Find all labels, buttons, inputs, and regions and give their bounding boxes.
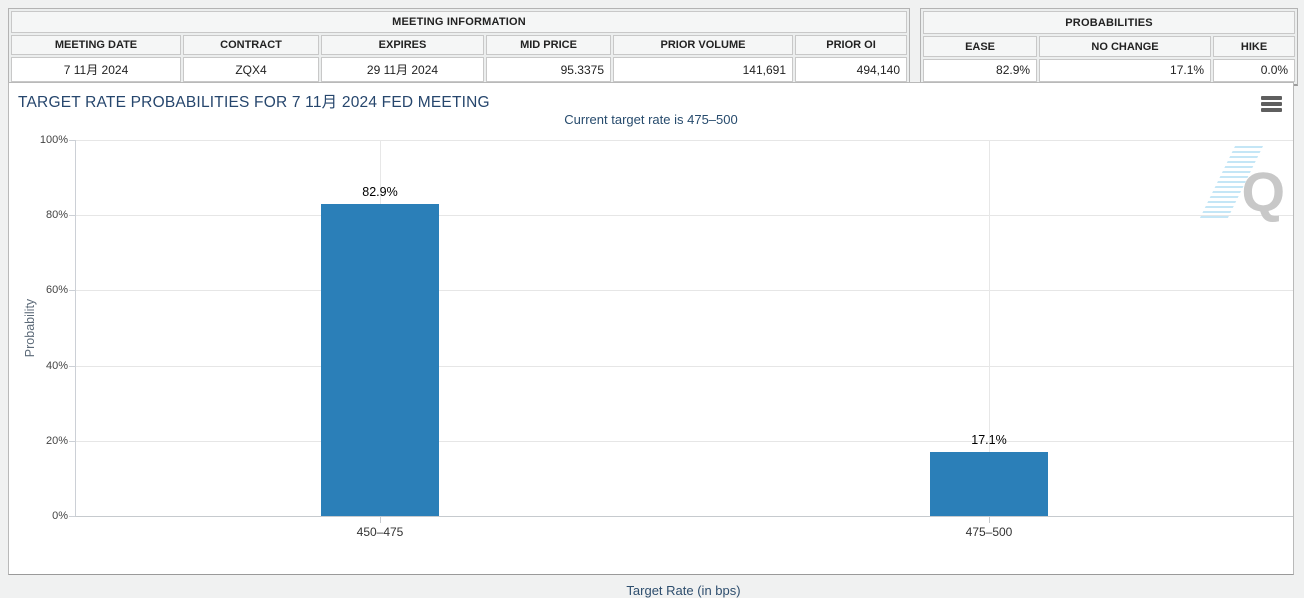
prior-oi-value: 494,140 (795, 57, 908, 82)
y-axis-tick-label: 100% (39, 134, 68, 146)
y-gridline (76, 365, 1293, 367)
y-axis-tick-label: 20% (45, 434, 68, 447)
quikstrike-q-icon: Q (1241, 160, 1285, 223)
probabilities-table: PROBABILITIES EASE NO CHANGE HIKE 82.9% … (920, 8, 1299, 86)
contract-value: ZQX4 (183, 57, 319, 82)
y-gridline (76, 140, 1293, 141)
chart-context-menu-button[interactable] (1261, 96, 1282, 112)
target-rate-probabilities-chart: TARGET RATE PROBABILITIES FOR 7 11月 2024… (8, 82, 1294, 598)
mid-price-value: 95.3375 (486, 57, 611, 82)
probabilities-title: PROBABILITIES (923, 11, 1296, 35)
table-header-row: EASE NO CHANGE HIKE (923, 36, 1296, 57)
x-axis-category-label: 450–475 (356, 525, 404, 539)
x-axis-title: Target Rate (in bps) (626, 583, 741, 598)
bar-value-label: 82.9% (362, 185, 398, 200)
y-gridline (76, 215, 1293, 217)
y-gridline (76, 290, 1293, 292)
top-tables: MEETING INFORMATION MEETING DATE CONTRAC… (8, 8, 1299, 86)
probability-bar[interactable] (930, 451, 1048, 516)
expires-value: 29 11月 2024 (321, 57, 484, 82)
x-gridline (989, 140, 990, 516)
hamburger-icon (1261, 108, 1282, 112)
chart-title: TARGET RATE PROBABILITIES FOR 7 11月 2024… (18, 94, 490, 111)
y-gridline (76, 440, 1293, 442)
y-axis-tick-label: 80% (45, 209, 68, 222)
y-axis-tick (69, 215, 75, 217)
bar-value-label: 17.1% (971, 432, 1007, 447)
table-header-row: MEETING DATE CONTRACT EXPIRES MID PRICE … (11, 35, 908, 55)
hike-value: 0.0% (1213, 58, 1296, 82)
hamburger-icon (1261, 96, 1282, 100)
y-axis-tick (69, 140, 75, 141)
ease-value: 82.9% (923, 58, 1038, 82)
y-axis-tick-label: 40% (45, 359, 68, 372)
x-axis-tick (989, 517, 990, 523)
meeting-information-title: MEETING INFORMATION (11, 11, 908, 33)
y-axis-title: Probability (23, 298, 37, 358)
col-mid-price: MID PRICE (486, 35, 611, 55)
x-axis-tick (380, 517, 381, 523)
hamburger-icon (1261, 102, 1282, 106)
y-axis-tick (69, 365, 75, 367)
prior-volume-value: 141,691 (613, 57, 793, 82)
no-change-value: 17.1% (1039, 58, 1212, 82)
col-ease: EASE (923, 36, 1038, 57)
watermark-stripes-icon (1198, 146, 1264, 220)
y-axis-tick (69, 516, 75, 517)
col-meeting-date: MEETING DATE (11, 35, 181, 55)
probability-bar[interactable] (321, 204, 439, 516)
y-axis-tick-label: 60% (45, 284, 68, 297)
col-contract: CONTRACT (183, 35, 319, 55)
meeting-information-table: MEETING INFORMATION MEETING DATE CONTRAC… (8, 8, 911, 86)
y-axis-tick-label: 0% (52, 510, 68, 522)
quikstrike-watermark: Q (1198, 144, 1285, 224)
col-prior-oi: PRIOR OI (795, 35, 908, 55)
table-row: 7 11月 2024 ZQX4 29 11月 2024 95.3375 141,… (11, 57, 908, 82)
y-axis-tick (69, 290, 75, 292)
col-hike: HIKE (1213, 36, 1296, 57)
meeting-date-value: 7 11月 2024 (11, 57, 181, 82)
x-axis-category-label: 475–500 (965, 525, 1013, 539)
col-expires: EXPIRES (321, 35, 484, 55)
table-row: 82.9% 17.1% 0.0% (923, 58, 1296, 82)
col-prior-volume: PRIOR VOLUME (613, 35, 793, 55)
col-no-change: NO CHANGE (1039, 36, 1212, 57)
y-axis-tick (69, 440, 75, 442)
chart-subtitle: Current target rate is 475–500 (564, 112, 738, 127)
plot-area: Probability Q 0% 20% 40% 60% 80% 100% 82.9% 450… (23, 134, 1293, 539)
